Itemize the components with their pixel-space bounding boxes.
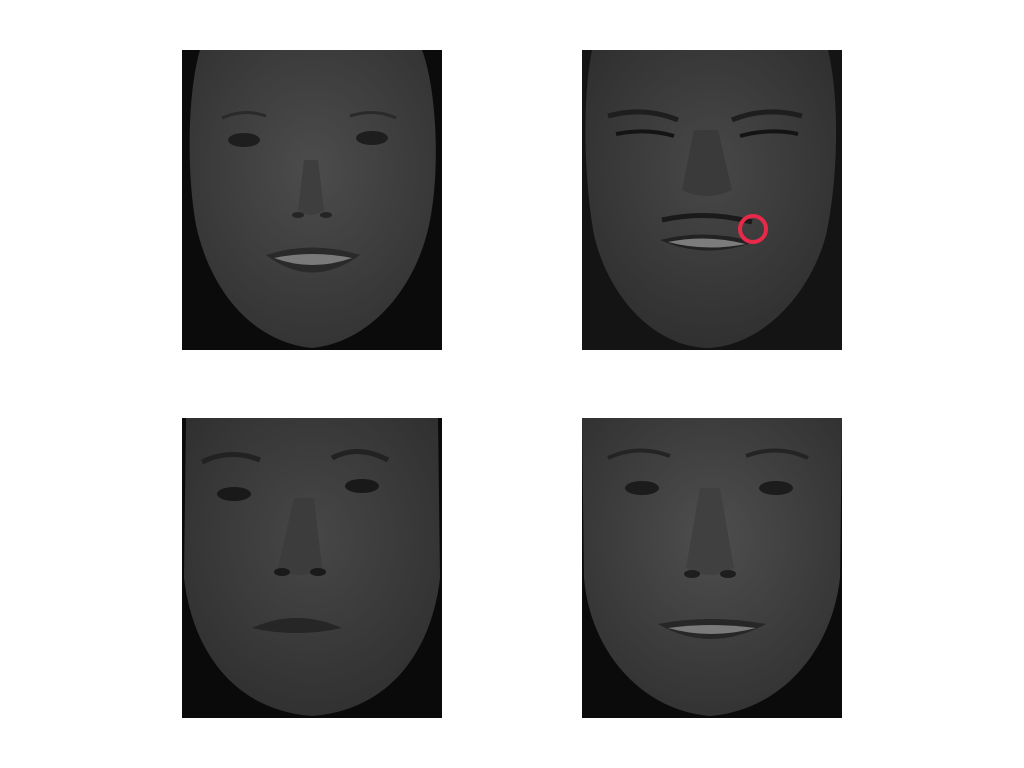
face-photo-icon (582, 418, 842, 718)
face-photo-icon (582, 50, 842, 350)
face-image-smile (182, 50, 442, 350)
face-photo-icon (182, 50, 442, 350)
face-photo-icon (182, 418, 442, 718)
face-image-neutral (582, 418, 842, 718)
annotation-circle-marker (738, 214, 768, 244)
face-image-disgust (582, 50, 842, 350)
face-image-sad (182, 418, 442, 718)
